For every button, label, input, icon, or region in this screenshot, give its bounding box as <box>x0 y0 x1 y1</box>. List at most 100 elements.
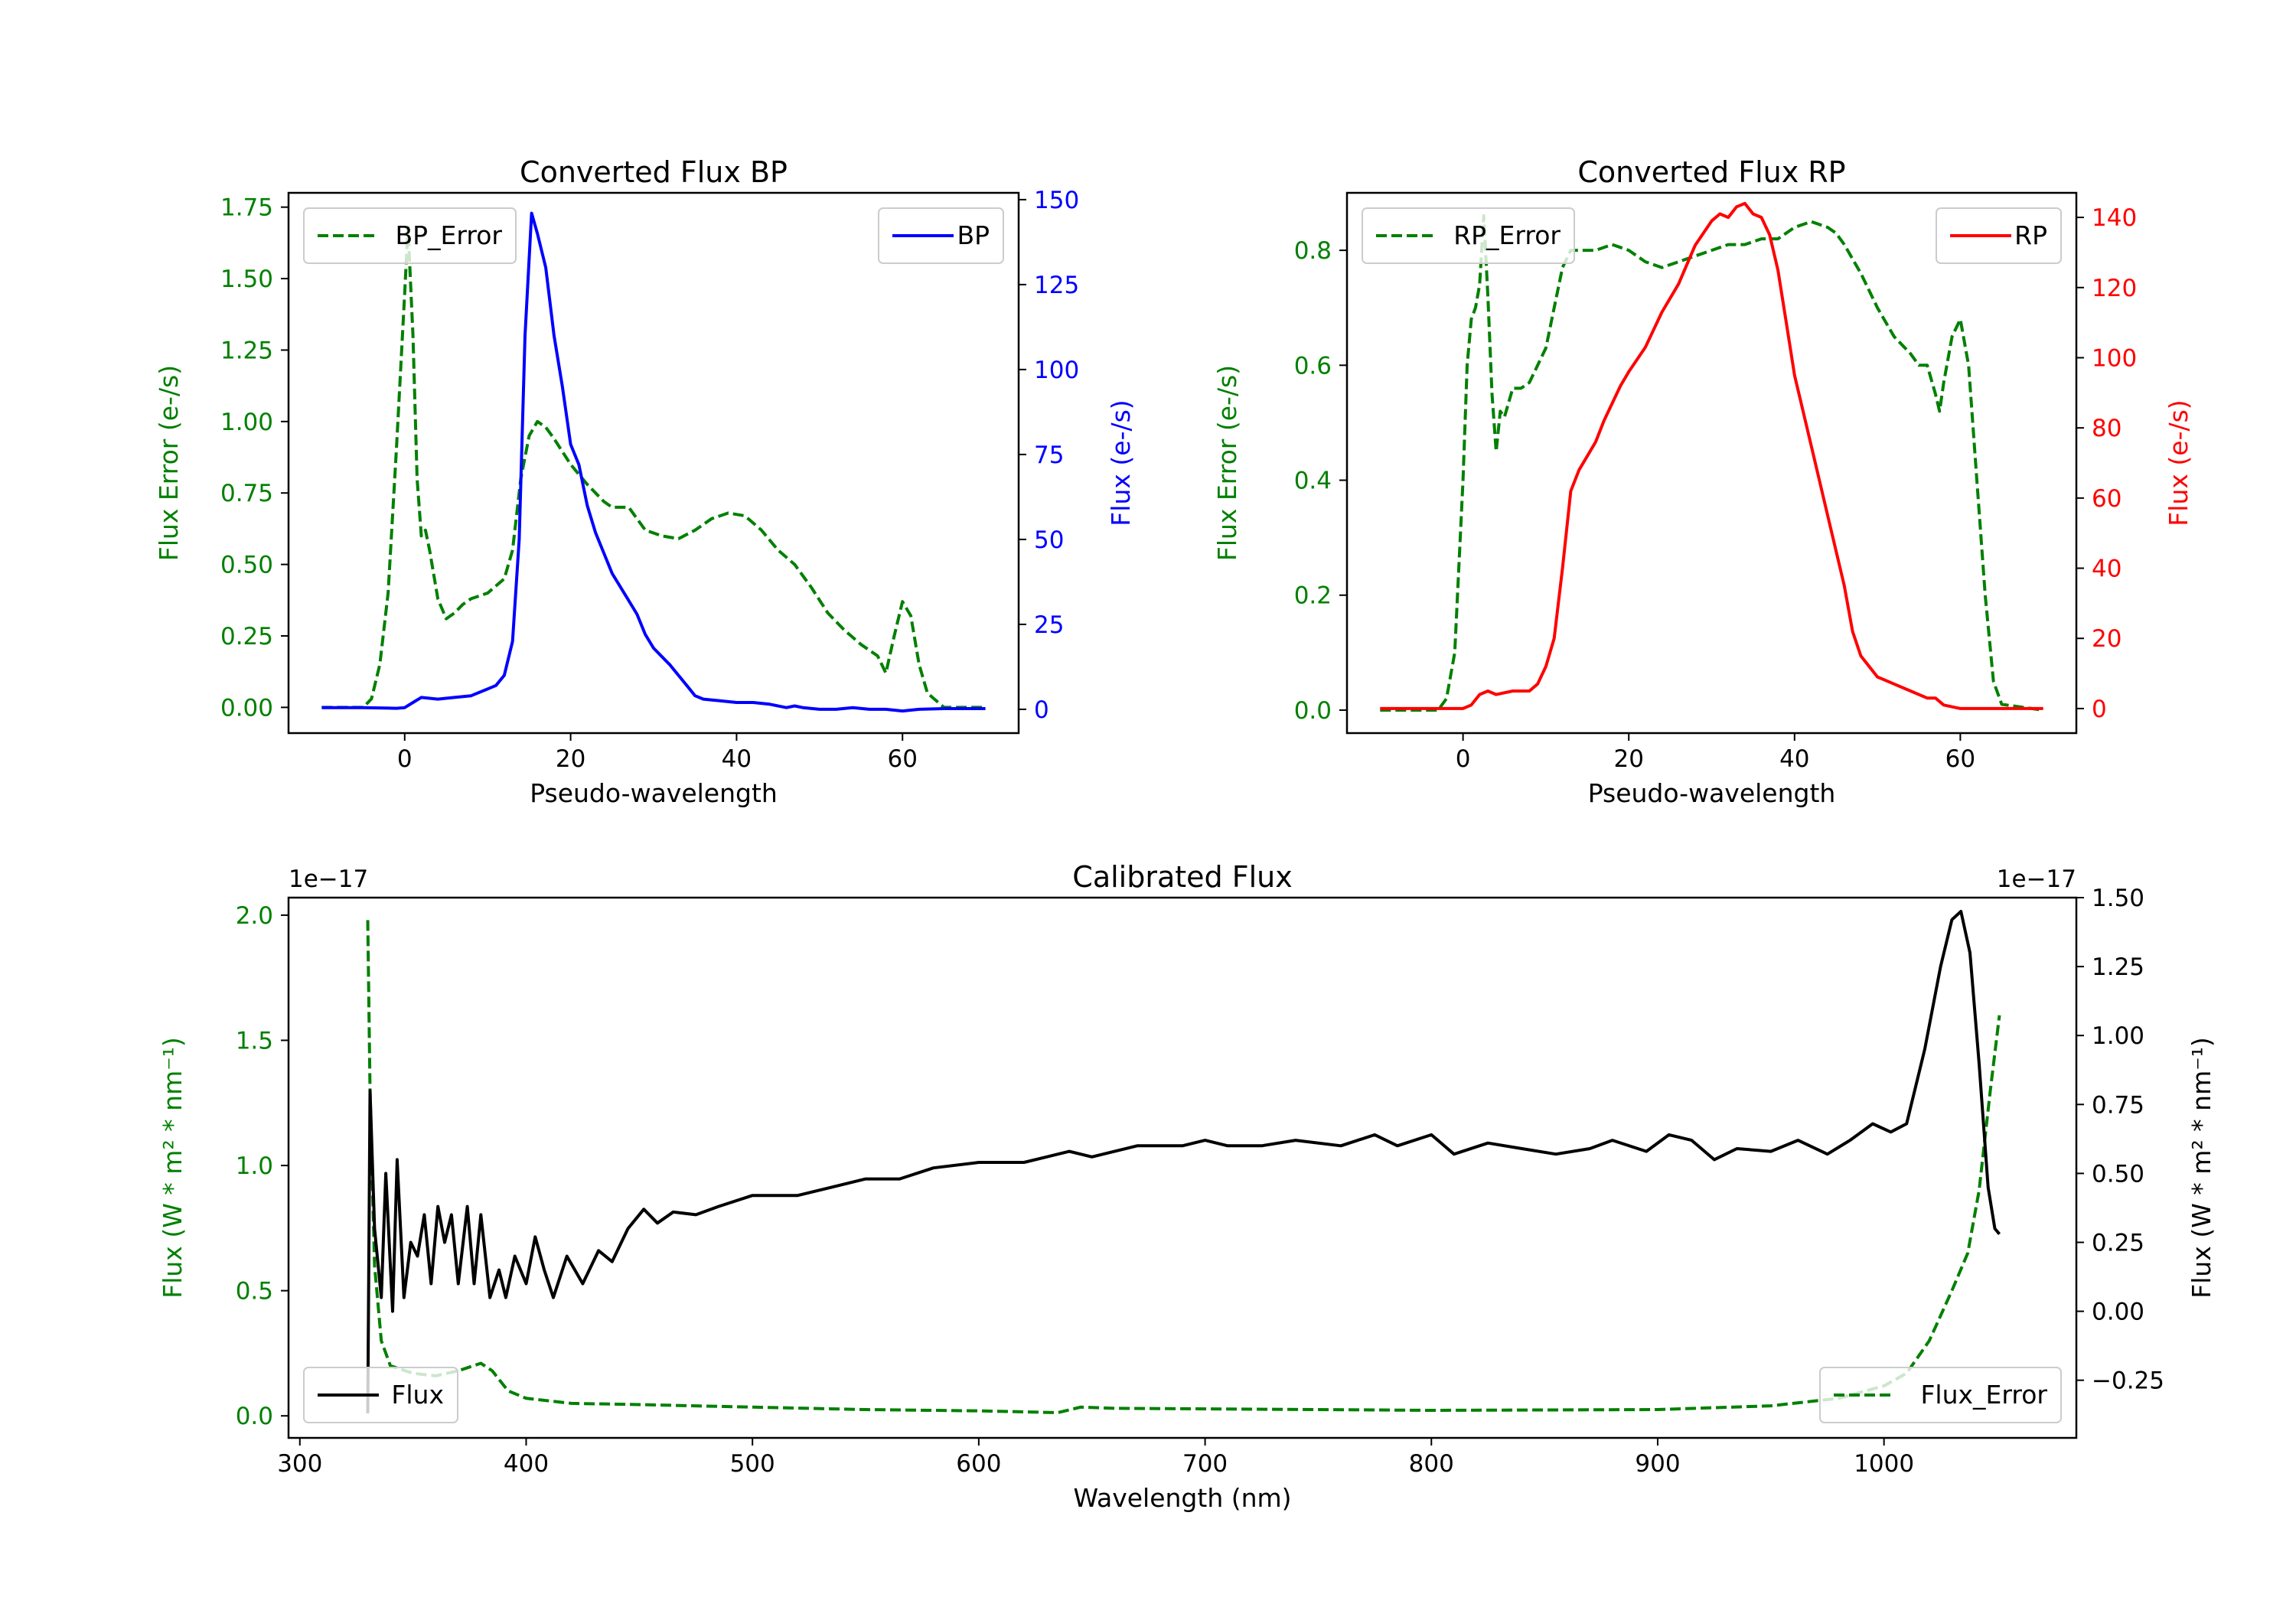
y-left-offset-text: 1e−17 <box>289 865 368 893</box>
x-tick-label: 60 <box>1945 745 1975 773</box>
y-left-tick-label: 0.50 <box>220 552 273 579</box>
y-right-tick-label: −0.25 <box>2092 1367 2164 1395</box>
y-left-tick-label: 1.50 <box>220 266 273 293</box>
y-left-tick-label: 0.75 <box>220 480 273 507</box>
y-left-tick-label: 0.4 <box>1294 468 1332 495</box>
x-axis-label: Pseudo-wavelength <box>1588 778 1836 808</box>
y-left-tick-label: 1.5 <box>236 1027 273 1054</box>
plot-frame <box>287 191 1020 735</box>
x-tick-label: 900 <box>1635 1450 1680 1478</box>
x-tick-label: 500 <box>730 1450 775 1478</box>
x-tick-label: 1000 <box>1854 1450 1914 1478</box>
y-left-tick-label: 2.0 <box>236 902 273 930</box>
legend-label: BP_Error <box>396 220 503 250</box>
legend-label: RP <box>2014 220 2047 250</box>
x-tick-label: 40 <box>722 745 752 773</box>
x-axis-label: Pseudo-wavelength <box>530 778 778 808</box>
legend-box <box>303 1367 458 1423</box>
y-right-tick-label: 100 <box>1034 357 1079 384</box>
y-right-tick-label: 0.75 <box>2092 1091 2144 1119</box>
y-left-tick-label: 0.0 <box>236 1403 273 1430</box>
y-right-tick-label: 0.25 <box>2092 1229 2144 1257</box>
y-right-tick-label: 140 <box>2092 204 2137 232</box>
y-left-tick-label: 0.6 <box>1294 352 1332 380</box>
x-tick-label: 300 <box>277 1450 322 1478</box>
y-right-axis-label: Flux (W * m² * nm⁻¹) <box>2187 1037 2216 1299</box>
legend-label: RP_Error <box>1453 220 1561 250</box>
y-left-axis-label: Flux (W * m² * nm⁻¹) <box>158 1037 188 1299</box>
legend-box <box>303 207 517 264</box>
y-left-axis-label: Flux Error (e-/s) <box>154 365 184 561</box>
chart-title: Converted Flux RP <box>1577 155 1845 189</box>
legend-label: Flux <box>391 1380 444 1410</box>
y-right-tick-label: 80 <box>2092 415 2122 442</box>
legend-box <box>1362 207 1575 264</box>
y-left-tick-label: 1.75 <box>220 194 273 222</box>
y-right-tick-label: 75 <box>1034 442 1064 469</box>
legend-label: Flux_Error <box>1920 1380 2047 1410</box>
chart-title: Calibrated Flux <box>1072 860 1292 894</box>
series-line-bp <box>321 211 986 713</box>
x-tick-label: 20 <box>1613 745 1643 773</box>
legend-box <box>1819 1367 2062 1423</box>
x-tick-label: 60 <box>888 745 918 773</box>
y-right-axis-label: Flux (e-/s) <box>1106 399 1136 526</box>
y-left-tick-label: 0.5 <box>236 1278 273 1305</box>
x-tick-label: 700 <box>1182 1450 1228 1478</box>
legend-bp: BP <box>878 207 1004 264</box>
x-tick-label: 20 <box>556 745 585 773</box>
legend-label: BP <box>957 220 990 250</box>
legend-bp-error: BP_Error <box>303 207 517 264</box>
series-line-rp <box>1380 201 2043 710</box>
y-right-tick-label: 150 <box>1034 187 1079 214</box>
y-right-tick-label: 0.00 <box>2092 1299 2144 1326</box>
y-left-tick-label: 1.0 <box>236 1152 273 1180</box>
series-line-flux-error <box>366 920 2001 1414</box>
y-right-tick-label: 40 <box>2092 556 2122 583</box>
y-left-tick-label: 0.00 <box>220 694 273 722</box>
y-right-tick-label: 60 <box>2092 485 2122 513</box>
y-right-tick-label: 1.50 <box>2092 885 2144 912</box>
legend-flux: Flux <box>303 1367 458 1423</box>
y-right-tick-label: 0 <box>1034 696 1049 724</box>
legend-flux-error: Flux_Error <box>1819 1367 2062 1423</box>
chart-panel-1: Converted Flux RP 0 20 40 60 0.0 0.2 0.4 0.6 0.8 0… <box>1212 155 2193 808</box>
y-left-axis-label: Flux Error (e-/s) <box>1212 365 1242 561</box>
plot-frame <box>287 896 2078 1439</box>
y-right-tick-label: 50 <box>1034 526 1064 554</box>
x-tick-label: 800 <box>1409 1450 1454 1478</box>
x-tick-label: 400 <box>504 1450 549 1478</box>
y-right-tick-label: 20 <box>2092 625 2122 653</box>
y-right-tick-label: 25 <box>1034 611 1064 639</box>
y-left-tick-label: 0.2 <box>1294 582 1332 610</box>
x-tick-label: 0 <box>397 745 413 773</box>
x-axis-label: Wavelength (nm) <box>1073 1483 1291 1513</box>
y-left-tick-label: 0.25 <box>220 623 273 650</box>
y-right-tick-label: 1.25 <box>2092 953 2144 981</box>
y-left-tick-label: 1.00 <box>220 409 273 436</box>
series-line-rp-error <box>1380 214 2043 712</box>
y-right-tick-label: 120 <box>2092 275 2137 302</box>
y-right-tick-label: 0 <box>2092 696 2107 723</box>
x-tick-label: 0 <box>1456 745 1471 773</box>
series-line-flux <box>366 910 2001 1413</box>
legend-rp: RP <box>1936 207 2062 264</box>
y-right-offset-text: 1e−17 <box>1997 865 2076 893</box>
x-tick-label: 600 <box>956 1450 1001 1478</box>
y-right-axis-label: Flux (e-/s) <box>2164 399 2193 526</box>
series-line-bp-error <box>321 225 986 709</box>
y-left-tick-label: 0.0 <box>1294 697 1332 725</box>
x-tick-label: 40 <box>1779 745 1809 773</box>
plot-frame <box>1345 191 2078 735</box>
y-left-tick-label: 1.25 <box>220 337 273 364</box>
chart-title: Converted Flux BP <box>520 155 788 189</box>
chart-panel-0: Converted Flux BP 0 20 40 60 0.00 0.25 0.50 0.75… <box>154 155 1136 808</box>
legend-rp-error: RP_Error <box>1362 207 1575 264</box>
y-right-tick-label: 100 <box>2092 344 2137 372</box>
chart-panel-2: Calibrated Flux 300 400 500 600 700 800 900 1000… <box>158 860 2216 1513</box>
y-left-tick-label: 0.8 <box>1294 237 1332 265</box>
y-right-tick-label: 125 <box>1034 272 1079 299</box>
y-right-tick-label: 1.00 <box>2092 1022 2144 1050</box>
y-right-tick-label: 0.50 <box>2092 1160 2144 1188</box>
